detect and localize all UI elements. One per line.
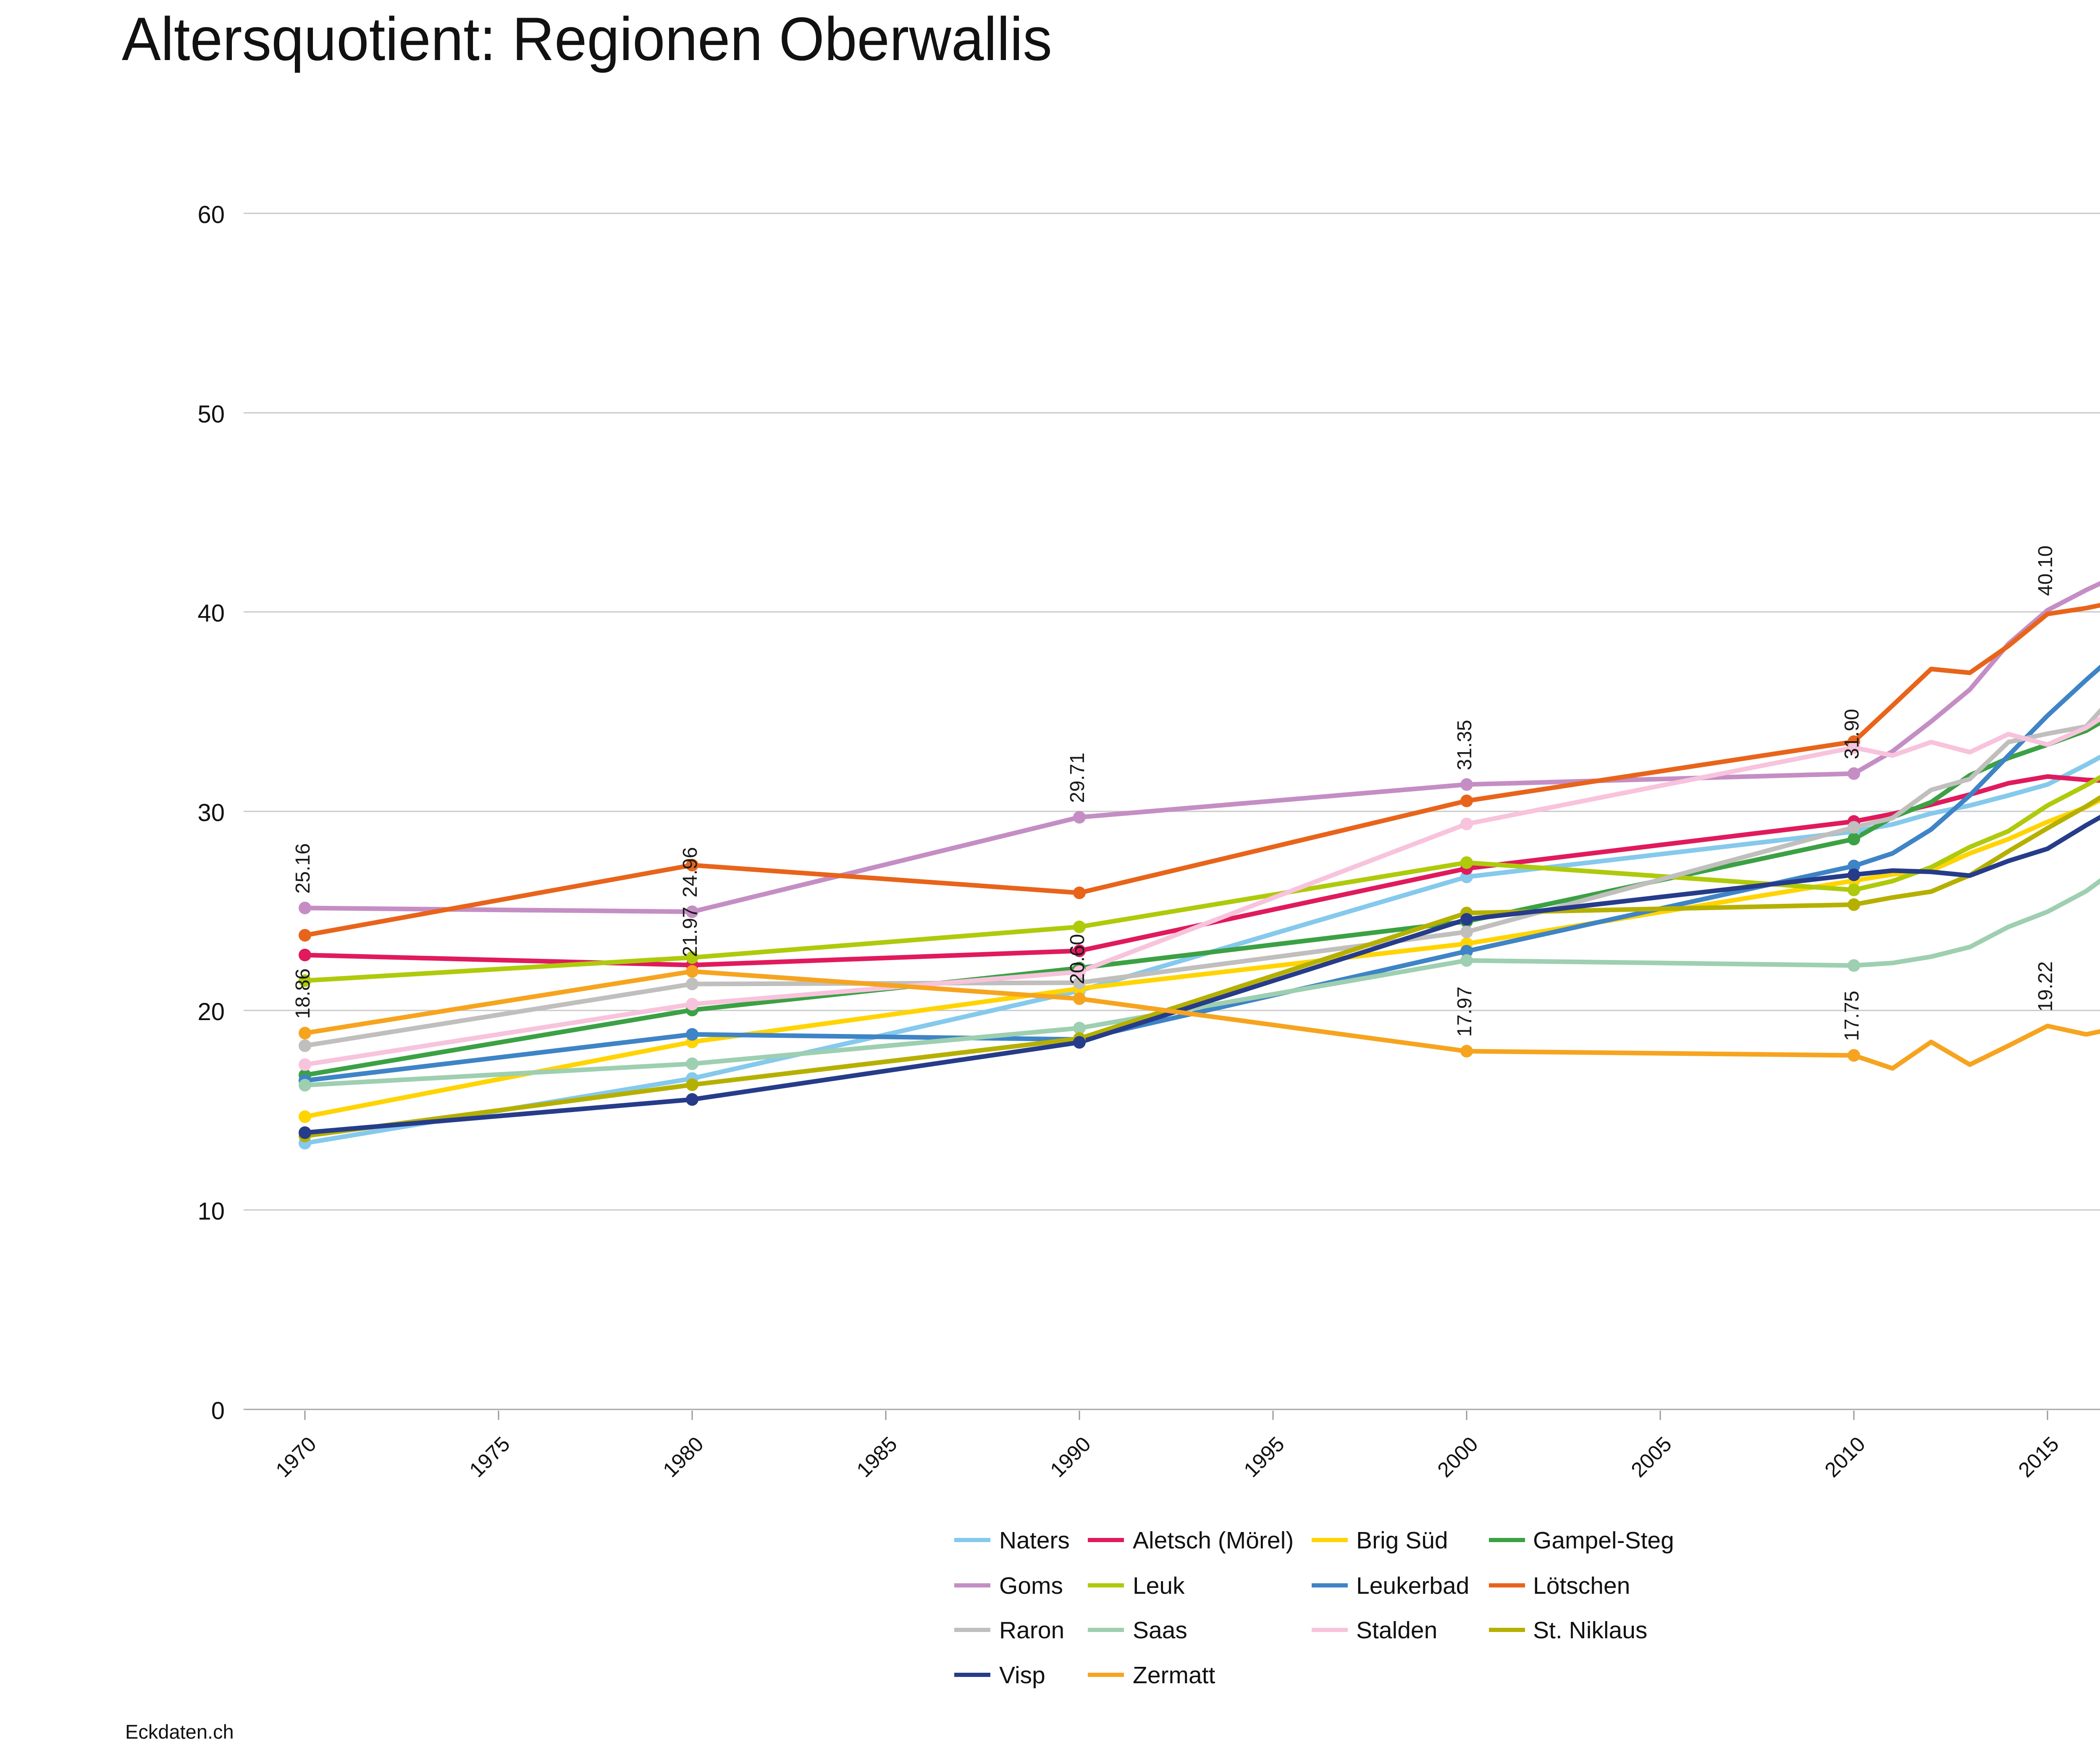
svg-text:25.16: 25.16 [292, 843, 314, 894]
svg-text:17.97: 17.97 [1454, 987, 1476, 1037]
svg-text:29.71: 29.71 [1066, 753, 1089, 803]
svg-text:Altersquotient: Regionen Oberw: Altersquotient: Regionen Oberwallis [122, 5, 1052, 73]
svg-text:18.86: 18.86 [292, 968, 314, 1019]
svg-text:20.60: 20.60 [1066, 934, 1089, 984]
svg-text:40: 40 [197, 600, 225, 627]
svg-text:10: 10 [197, 1198, 225, 1225]
svg-text:60: 60 [197, 201, 225, 228]
svg-text:19.22: 19.22 [2034, 961, 2057, 1012]
svg-text:Eckdaten.ch: Eckdaten.ch [125, 1721, 234, 1743]
svg-text:Gampel-Steg: Gampel-Steg [1533, 1527, 1674, 1554]
svg-text:Stalden: Stalden [1356, 1617, 1437, 1644]
svg-text:Raron: Raron [999, 1617, 1064, 1644]
svg-text:Zermatt: Zermatt [1133, 1662, 1215, 1689]
svg-text:31.35: 31.35 [1454, 720, 1476, 770]
svg-text:30: 30 [197, 799, 225, 826]
svg-text:0: 0 [211, 1397, 225, 1425]
svg-text:Saas: Saas [1133, 1617, 1187, 1644]
svg-text:40.10: 40.10 [2034, 546, 2057, 596]
svg-text:Goms: Goms [999, 1572, 1063, 1599]
svg-text:31.90: 31.90 [1841, 709, 1863, 759]
svg-text:Leuk: Leuk [1133, 1572, 1185, 1599]
svg-text:Leukerbad: Leukerbad [1356, 1572, 1469, 1599]
svg-text:17.75: 17.75 [1841, 991, 1863, 1041]
svg-text:Visp: Visp [999, 1662, 1045, 1689]
svg-text:St. Niklaus: St. Niklaus [1533, 1617, 1647, 1644]
svg-text:Lötschen: Lötschen [1533, 1572, 1630, 1599]
svg-text:Brig Süd: Brig Süd [1356, 1527, 1448, 1554]
svg-text:21.97: 21.97 [679, 907, 701, 957]
svg-text:20: 20 [197, 998, 225, 1026]
svg-text:24.96: 24.96 [679, 847, 701, 897]
svg-text:Naters: Naters [999, 1527, 1070, 1554]
svg-text:50: 50 [197, 401, 225, 428]
svg-text:Aletsch (Mörel): Aletsch (Mörel) [1133, 1527, 1294, 1554]
